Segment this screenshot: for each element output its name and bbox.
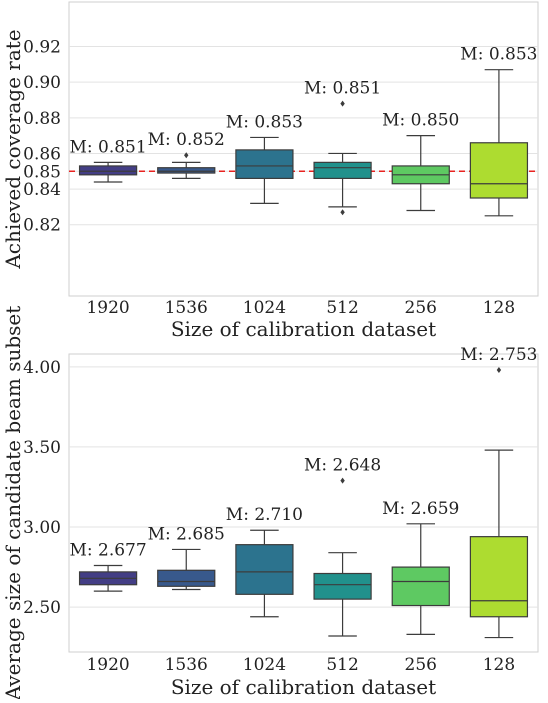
mean-label: M: 0.851 (304, 79, 381, 99)
y-tick-label: 4.00 (23, 358, 61, 378)
outlier-point (496, 367, 502, 374)
plot-area (68, 353, 539, 653)
box-1920: M: 2.677 (69, 540, 147, 592)
box-256: M: 2.659 (382, 499, 459, 635)
chart-panel-1: 0.82 0.840.850.86 0.88 0.90 0.92 M: 0.851 1920… (1, 1, 539, 341)
box-iqr (313, 572, 372, 600)
x-tick-label: 512 (326, 298, 358, 318)
mean-label: M: 0.853 (226, 112, 303, 132)
x-tick-label: 256 (405, 655, 437, 675)
outlier-point (340, 209, 345, 216)
y-tick-label: 0.84 (23, 180, 61, 200)
outlier-point (340, 477, 345, 484)
box-iqr (157, 569, 216, 587)
mean-label: M: 2.685 (148, 524, 225, 544)
box-1024: M: 0.853 (226, 112, 303, 204)
y-tick-label: 0.92 (23, 38, 61, 58)
box-128: M: 2.753 (460, 345, 538, 639)
box-iqr (469, 142, 529, 199)
box-1536: M: 2.685 (148, 524, 225, 591)
mean-label: M: 2.710 (226, 505, 303, 525)
x-tick-label: 128 (483, 655, 515, 675)
y-tick-label: 0.88 (23, 109, 61, 129)
chart-panel-2: 2.50 3.00 3.50 4.00 M: 2.677 1920 M: 2.685 1536… (1, 306, 539, 701)
plot-area (68, 1, 539, 297)
y-tick-label: 0.86 (23, 144, 61, 164)
mean-label: M: 0.853 (460, 45, 537, 65)
y-tick-label: 3.50 (23, 438, 61, 458)
y-tick-label: 2.50 (23, 598, 61, 618)
box-iqr (391, 566, 450, 607)
x-tick-label: 1536 (165, 655, 208, 675)
mean-label: M: 0.850 (382, 111, 459, 131)
mean-label: M: 2.677 (69, 540, 146, 560)
x-tick-label: 256 (405, 298, 437, 318)
box-512: M: 0.851 (304, 79, 381, 216)
mean-label: M: 0.852 (148, 130, 225, 150)
x-tick-label: 1920 (86, 655, 129, 675)
box-1024: M: 2.710 (226, 505, 303, 618)
box-1920: M: 0.851 (69, 137, 147, 183)
box-1536: M: 0.852 (148, 130, 225, 179)
box-256: M: 0.850 (382, 111, 459, 212)
box-iqr (78, 165, 138, 176)
box-512: M: 2.648 (304, 456, 381, 637)
x-tick-label: 1024 (243, 655, 286, 675)
y-tick-label: 0.90 (23, 73, 61, 93)
y-tick-label: 3.00 (23, 518, 61, 538)
y-tick-label: 0.82 (23, 216, 61, 236)
x-tick-label: 512 (326, 655, 358, 675)
x-tick-label: 1024 (243, 298, 286, 318)
box-iqr (235, 149, 294, 180)
mean-label: M: 2.659 (382, 499, 459, 519)
mean-label: M: 2.648 (304, 456, 381, 476)
y-axis-label: Average size of candidate beam subset (1, 306, 25, 699)
x-tick-label: 1536 (165, 298, 208, 318)
box-iqr (469, 536, 529, 618)
x-axis-label: Size of calibration dataset (171, 317, 436, 341)
outlier-point (184, 152, 189, 159)
mean-label: M: 2.753 (460, 345, 537, 365)
mean-label: M: 0.851 (69, 137, 146, 157)
box-iqr (313, 161, 372, 179)
x-tick-label: 1920 (86, 298, 129, 318)
y-axis-label: Achieved coverage rate (1, 29, 25, 269)
x-axis-label: Size of calibration dataset (171, 675, 436, 699)
box-128: M: 0.853 (460, 45, 538, 217)
box-iqr (235, 544, 294, 595)
outlier-point (340, 100, 345, 107)
box-iqr (157, 167, 216, 174)
x-tick-label: 128 (483, 298, 515, 318)
y-tick-label: 0.85 (23, 162, 61, 182)
